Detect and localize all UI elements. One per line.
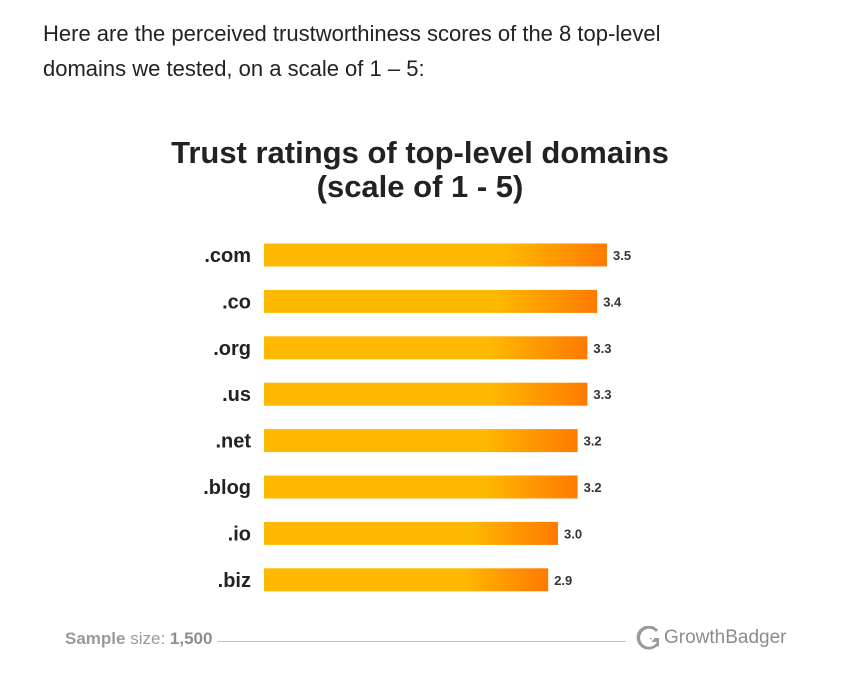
category-label: .com [204,245,251,267]
sample-size-word: size: [130,629,166,648]
value-label: 3.2 [584,434,602,449]
bar [264,521,558,545]
bar [264,243,607,267]
bar [264,568,549,592]
bar [264,289,598,313]
intro-text: Here are the perceived trustworthiness s… [43,16,803,86]
bar [264,382,588,406]
bar [264,475,578,499]
chart-title-line-1: Trust ratings of top-level domains [171,135,669,170]
intro-line-2: domains we tested, on a scale of 1 – 5: [43,56,425,81]
bar [264,336,588,360]
category-label: .biz [218,570,251,592]
value-label: 3.2 [584,480,602,495]
growthbadger-logo-icon [636,626,659,650]
footer-divider [218,641,626,642]
chart-title: Trust ratings of top-level domains (scal… [0,136,840,204]
value-label: 3.5 [613,248,631,263]
sample-size: Sample size: 1,500 [65,629,212,649]
category-label: .us [222,384,251,406]
brand-logo: GrowthBadger [636,626,787,650]
value-label: 3.0 [564,526,582,541]
value-label: 3.4 [603,294,622,309]
sample-label: Sample [65,629,126,648]
sample-value: 1,500 [169,629,213,648]
category-label: .io [228,523,251,545]
category-label: .org [213,338,251,360]
category-label: .co [222,291,251,313]
category-label: .net [215,431,251,453]
category-label: .blog [203,477,251,499]
chart-title-line-2: (scale of 1 - 5) [316,169,524,204]
value-label: 3.3 [593,341,611,356]
brand-name: GrowthBadger [664,627,787,648]
value-label: 3.3 [593,387,611,402]
intro-line-1: Here are the perceived trustworthiness s… [43,21,661,46]
value-label: 2.9 [554,573,572,588]
bar [264,429,578,453]
